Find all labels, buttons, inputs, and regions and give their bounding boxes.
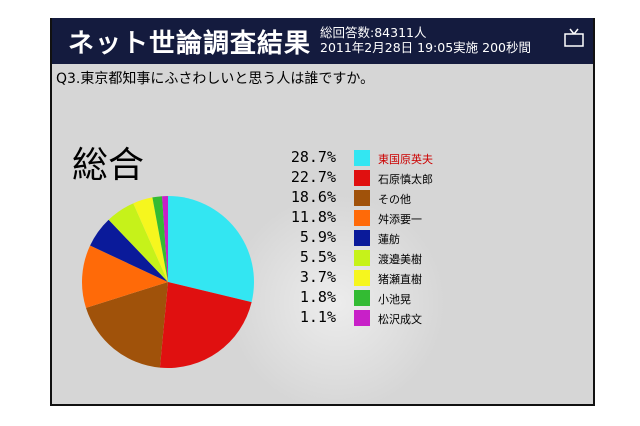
pie-slice: [90, 219, 168, 282]
tv-icon: [564, 28, 584, 47]
legend-percent: 5.9%: [299, 228, 336, 246]
legend-item: 18.6% その他: [274, 188, 494, 208]
pie-slice: [133, 197, 168, 282]
pie-chart: [82, 196, 254, 368]
legend-swatch: [354, 150, 370, 166]
survey-meta: 総回答数:84311人 2011年2月28日 19:05実施 200秒間: [320, 25, 531, 55]
legend-label: 松沢成文: [378, 313, 422, 326]
legend-swatch: [354, 250, 370, 266]
pie-slice: [162, 196, 168, 282]
legend-percent: 22.7%: [290, 168, 336, 186]
legend-swatch: [354, 190, 370, 206]
legend-swatch: [354, 210, 370, 226]
legend-percent: 1.1%: [299, 308, 336, 326]
header-bar: ネット世論調査結果 総回答数:84311人 2011年2月28日 19:05実施…: [52, 18, 593, 64]
legend-percent: 11.8%: [290, 208, 336, 226]
pie-slice: [152, 196, 168, 282]
legend-swatch: [354, 270, 370, 286]
pie-slice: [85, 282, 168, 368]
legend-swatch: [354, 290, 370, 306]
survey-datetime: 2011年2月28日 19:05実施 200秒間: [320, 40, 531, 55]
legend-item: 22.7% 石原慎太郎: [274, 168, 494, 188]
question-text: Q3.東京都知事にふさわしいと思う人は誰ですか。: [56, 71, 375, 87]
background-watermark: [227, 193, 447, 404]
pie-slice: [82, 245, 168, 308]
legend-label: 小池晃: [378, 293, 411, 306]
pie-slice: [159, 282, 252, 368]
legend-item: 11.8% 舛添要一: [274, 208, 494, 228]
legend-item: 1.1% 松沢成文: [274, 308, 494, 328]
legend-item: 5.5% 渡邉美樹: [274, 248, 494, 268]
summary-label: 総合: [72, 145, 145, 186]
legend-label: 蓮舫: [378, 233, 400, 246]
legend-item: 1.8% 小池晃: [274, 288, 494, 308]
legend-percent: 28.7%: [290, 148, 336, 166]
legend-label: 渡邉美樹: [378, 253, 422, 266]
legend-item: 3.7% 猪瀬直樹: [274, 268, 494, 288]
legend-label: 石原慎太郎: [378, 173, 433, 186]
legend-percent: 1.8%: [299, 288, 336, 306]
legend-percent: 3.7%: [299, 268, 336, 286]
legend-item: 5.9% 蓮舫: [274, 228, 494, 248]
page-title: ネット世論調査結果: [68, 29, 312, 59]
legend-swatch: [354, 310, 370, 326]
legend-percent: 5.5%: [299, 248, 336, 266]
legend-label: 東国原英夫: [378, 153, 433, 166]
legend-swatch: [354, 230, 370, 246]
pie-slice: [168, 196, 254, 303]
legend-percent: 18.6%: [290, 188, 336, 206]
pie-slice: [108, 203, 168, 282]
respondent-count: 総回答数:84311人: [320, 25, 427, 40]
legend-item: 28.7% 東国原英夫: [274, 148, 494, 168]
legend-label: 猪瀬直樹: [378, 273, 422, 286]
results-panel: ネット世論調査結果 総回答数:84311人 2011年2月28日 19:05実施…: [50, 18, 595, 406]
legend-swatch: [354, 170, 370, 186]
legend-label: 舛添要一: [378, 213, 422, 226]
legend-label: その他: [378, 193, 411, 206]
